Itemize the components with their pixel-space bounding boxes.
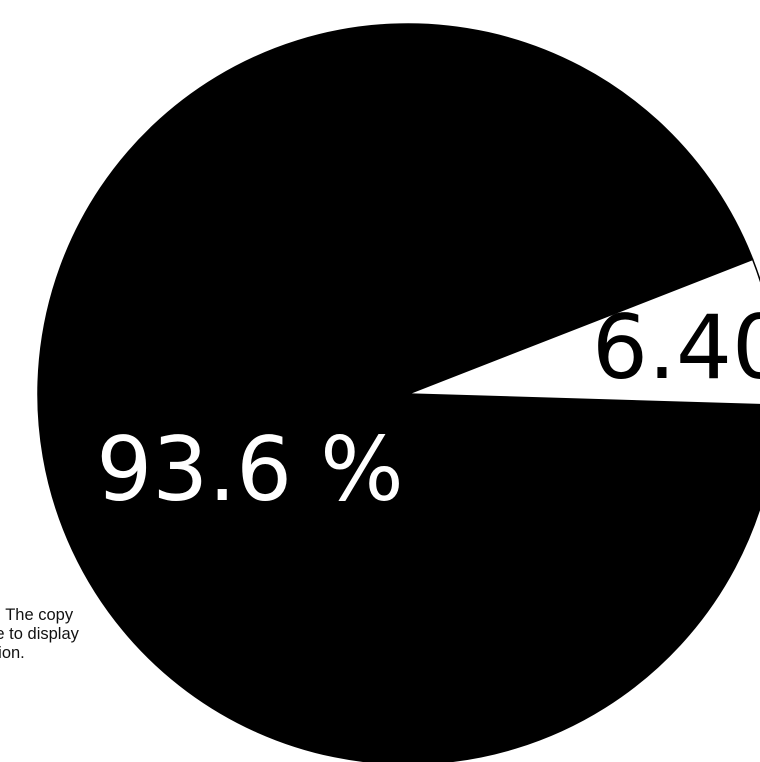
pie-slice-major	[37, 23, 760, 762]
footnote-line-3: ission.	[0, 644, 25, 662]
footnote-line-1: 27. The copy	[0, 606, 398, 625]
pie-label-major: 93.6 %	[96, 418, 404, 521]
pie-slice-minor	[407, 258, 760, 406]
pie-labels: 93.6 % 6.40	[96, 296, 760, 521]
footnote-line-2: ase to display	[0, 625, 79, 643]
copyright-footnote: 27. The copy ase to display ission.	[0, 606, 398, 663]
footnote-text-1: . The copy	[0, 606, 74, 624]
pie-label-minor: 6.40	[592, 296, 760, 399]
pie-slices	[37, 23, 760, 762]
